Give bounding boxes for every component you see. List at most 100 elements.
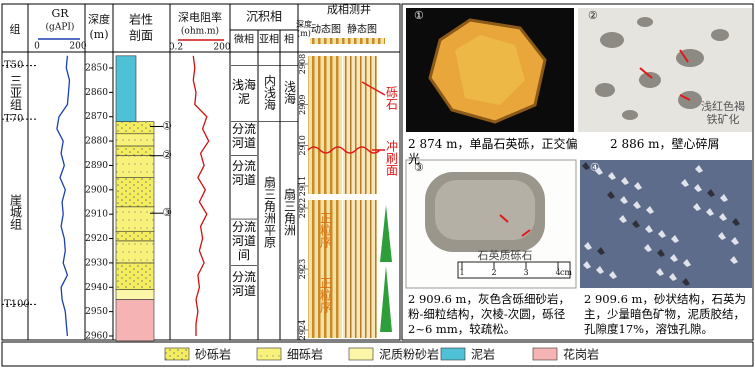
lithology-layer	[115, 55, 137, 122]
header: 相	[284, 33, 294, 46]
grain	[706, 208, 714, 216]
fining-triangle	[380, 266, 392, 332]
facies-label: 分流河道	[231, 158, 256, 187]
legend-label: 花岗岩	[563, 347, 599, 362]
grain	[658, 230, 666, 238]
scour-surface	[307, 146, 381, 154]
photo-caption: 2 874 m，单晶石英砾，正交偏光	[408, 137, 578, 166]
header: 动态图	[311, 23, 341, 36]
grain	[595, 167, 603, 175]
lithology-texture	[116, 177, 154, 207]
depth-label: 2880	[85, 137, 108, 147]
depth-label: 2850	[85, 64, 108, 74]
photo-caption: 2 909.6 m，砂状结构，石英为主，少量暗色矿物，泥质胶结，孔隙度17%，溶…	[584, 292, 746, 336]
facies-label: 内浅海	[263, 74, 277, 110]
grain	[633, 201, 641, 209]
image-depth-label: 2908	[298, 54, 307, 74]
unit-label: 三亚组	[9, 74, 23, 110]
scale-label: 0	[34, 42, 40, 52]
image-depth-label: 2923	[298, 259, 307, 279]
grain	[582, 162, 590, 170]
scale-label: 0.2	[169, 43, 183, 53]
depth-label: 2960	[85, 332, 108, 342]
ruler-label: 2	[491, 268, 496, 277]
facies-label: 扇三角洲	[283, 186, 297, 235]
header: 剖面	[129, 29, 153, 43]
header: 亚相	[259, 33, 279, 46]
static-image	[343, 200, 377, 338]
photo-number: ②	[588, 9, 598, 22]
grain	[670, 254, 678, 262]
horizon-label: T100	[4, 299, 30, 310]
header: 成相测井	[327, 2, 371, 16]
header-unit: (gAPI)	[46, 22, 75, 33]
grain	[731, 237, 739, 245]
grain	[707, 189, 715, 197]
grain	[646, 206, 654, 214]
fining-triangle	[380, 205, 392, 262]
grain	[607, 191, 615, 199]
image-note: 砾石	[385, 86, 399, 110]
header: 岩性	[129, 12, 153, 27]
grain	[632, 220, 640, 228]
dynamic-image	[308, 56, 342, 194]
sample-marker: ③	[162, 206, 172, 219]
unit-label: 崖城组	[9, 193, 23, 229]
photo-number: ①	[414, 9, 424, 22]
lithology-texture	[116, 145, 154, 156]
core-plug-face	[435, 180, 535, 240]
depth-label: 2860	[85, 88, 108, 98]
ruler-label: 4	[555, 268, 560, 277]
depth-label: 2870	[85, 112, 108, 122]
header: 深度	[296, 19, 312, 29]
legend-swatch	[532, 347, 558, 361]
grain	[584, 242, 592, 250]
facies-label: 浅海	[283, 80, 297, 104]
legend-texture	[257, 348, 281, 360]
grain	[644, 244, 652, 252]
grain	[720, 194, 728, 202]
grain	[657, 249, 665, 257]
lithology-layer	[115, 289, 155, 300]
photo-label: 浅红色褐铁矿化	[701, 100, 745, 126]
ruler-label: 3	[523, 268, 528, 277]
image-depth-label: 2924	[298, 320, 307, 340]
depth-label: 2950	[85, 307, 108, 317]
lithology-texture	[116, 121, 154, 134]
depth-label: 2940	[85, 283, 108, 293]
header: (m)	[297, 29, 311, 38]
depth-label: 2910	[85, 210, 108, 220]
grain	[730, 256, 738, 264]
arrows	[639, 49, 691, 101]
grain	[597, 247, 605, 255]
header: GR	[51, 7, 69, 20]
scale-label: 200	[213, 43, 230, 53]
depth-label: 2890	[85, 161, 108, 171]
image-depth-label: 2909	[298, 94, 307, 114]
grain	[619, 215, 627, 223]
grain	[609, 271, 617, 279]
grain	[732, 218, 740, 226]
arrows	[499, 214, 531, 237]
grain	[694, 184, 702, 192]
photo-caption: 2 909.6 m，灰色含砾细砂岩，粉-细粒结构，次棱-次圆，砾径2~6 mm，…	[408, 292, 570, 336]
image-note: 冲刷面	[385, 139, 399, 176]
thin-section-grains	[582, 162, 740, 286]
depth-label: 2930	[85, 258, 108, 268]
grain	[596, 266, 604, 274]
grain	[695, 165, 703, 173]
depth-label: 2900	[85, 185, 108, 195]
legend-label: 泥岩	[471, 347, 495, 362]
res-curve	[192, 55, 210, 336]
grain	[681, 179, 689, 187]
facies-label: 分流河道间	[231, 219, 256, 262]
image-note: 正粒序	[319, 277, 333, 314]
grain	[621, 177, 629, 185]
note-arrow	[361, 81, 386, 96]
grain	[645, 225, 653, 233]
grain	[656, 268, 664, 276]
photo-number: ④	[590, 161, 600, 174]
log-frame	[1, 3, 401, 341]
facies-label: 分流河道	[231, 269, 256, 298]
